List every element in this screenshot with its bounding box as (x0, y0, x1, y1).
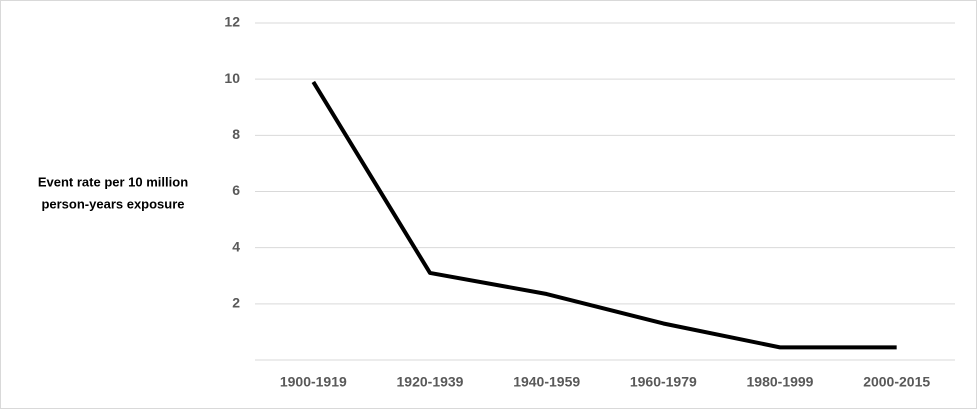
x-tick-label: 1900-1919 (280, 374, 347, 390)
x-tick-label: 1960-1979 (630, 374, 697, 390)
y-tick-label: 2 (232, 295, 240, 311)
y-tick-label: 8 (232, 126, 240, 142)
y-axis-label: Event rate per 10 million (38, 174, 188, 189)
y-tick-label: 12 (224, 14, 240, 30)
y-tick-label: 10 (224, 70, 240, 86)
x-tick-label: 2000-2015 (863, 374, 930, 390)
y-axis-label: person-years exposure (41, 196, 184, 211)
y-tick-label: 6 (232, 182, 240, 198)
x-tick-label: 1920-1939 (397, 374, 464, 390)
x-tick-label: 1940-1959 (513, 374, 580, 390)
y-tick-label: 4 (232, 238, 240, 254)
line (311, 80, 897, 350)
x-tick-label: 1980-1999 (747, 374, 814, 390)
